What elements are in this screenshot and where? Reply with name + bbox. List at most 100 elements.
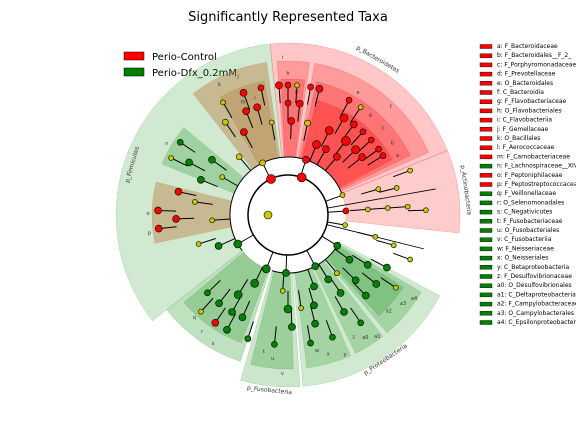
tree-node [362, 291, 370, 300]
clade-letter-label: a2 [386, 308, 392, 314]
tree-node [404, 203, 411, 210]
clade-letter-label: z [352, 335, 355, 341]
clade-letter-label: o [146, 211, 149, 217]
tree-node [296, 172, 307, 183]
taxa-key-label: a2: F_Campylobacteraceae [497, 301, 576, 308]
taxa-key-label: u: O_Fusobacteriales [497, 227, 559, 234]
tree-node [336, 289, 345, 297]
clade-letter-label: u [271, 356, 274, 362]
tree-node [204, 289, 211, 297]
tree-node [279, 288, 286, 294]
tree-node [275, 81, 283, 90]
tree-branch [271, 122, 276, 141]
tree-node [393, 185, 400, 191]
taxa-key-swatch [479, 246, 493, 252]
clade-letter-label: q [193, 315, 196, 321]
tree-branch [198, 238, 216, 245]
tree-node [268, 119, 275, 126]
tree-node [294, 82, 300, 89]
tree-node [392, 284, 399, 291]
tree-node [192, 199, 198, 205]
taxa-key-swatch [479, 173, 493, 178]
tree-node [363, 261, 372, 269]
tree-node [339, 192, 346, 198]
tree-node [342, 207, 350, 215]
tree-node [238, 313, 247, 322]
tree-node [261, 264, 271, 274]
taxa-key-label: a4: C_Epsilonproteobacteria [497, 319, 576, 326]
taxa-key-swatch [479, 117, 493, 123]
tree-node [174, 187, 183, 196]
chart-title: Significantly Represented Taxa [188, 10, 388, 25]
tree-node [284, 81, 292, 89]
taxa-key-label: z: F_Desulfovibrionaceae [497, 273, 572, 280]
tree-node [350, 120, 358, 129]
tree-branch [221, 176, 239, 187]
clade-letter-label: a [396, 153, 399, 159]
clade-letter-label: n [165, 141, 168, 147]
phylum-arc [281, 156, 343, 194]
clade-letter-label: j [236, 74, 238, 80]
tree-branch [295, 85, 298, 104]
tree-branch [376, 239, 394, 246]
taxa-key-swatch [479, 127, 493, 132]
taxa-key-swatch [479, 237, 493, 242]
taxa-key-swatch [479, 209, 493, 215]
tree-node [311, 319, 319, 328]
phylum-label: p_Actinobacteria [459, 165, 473, 216]
taxa-key-swatch [479, 219, 493, 224]
taxa-key-swatch [479, 200, 493, 206]
taxa-key-label: f: C_Bacteroidia [497, 89, 544, 96]
taxa-key-label: n: F_Lachnospiraceae__XIV [497, 163, 576, 170]
taxa-key-label: e: O_Bacteroidales [497, 80, 553, 87]
tree-node [339, 113, 349, 123]
tree-branch [393, 252, 411, 260]
taxa-key-label: d: F_Prevotellaceae [497, 71, 556, 78]
tree-branch [327, 221, 346, 226]
tree-node [198, 308, 204, 315]
tree-node [266, 174, 276, 184]
tree-node [351, 145, 360, 155]
tree-node [242, 107, 250, 115]
clade-letter-label: g [295, 89, 298, 95]
tree-node [219, 174, 225, 180]
taxa-key-label: g: F_Flavobacteriaceae [497, 98, 567, 105]
legend-label-dfx: Perio-Dfx_0.2mM [152, 68, 237, 79]
clade-letter-label: r [201, 329, 204, 335]
taxa-key-label: o: F_Peptoniphilaceae [497, 172, 563, 179]
tree-node [168, 155, 174, 161]
taxa-key-swatch [479, 265, 493, 270]
tree-branch [379, 187, 397, 193]
tree-node [240, 128, 248, 136]
tree-branch [194, 201, 213, 205]
tree-node [250, 279, 259, 288]
tree-branch [407, 209, 426, 212]
tree-node [271, 340, 278, 348]
taxa-key-label: q: F_Veillonellaceae [497, 190, 556, 197]
tree-branch [349, 208, 368, 212]
tree-node [345, 96, 353, 104]
tree-node [357, 319, 364, 327]
taxa-key-swatch [479, 228, 493, 233]
clade-letter-label: s [212, 341, 215, 347]
tree-node [375, 186, 382, 192]
taxa-key-swatch [479, 274, 493, 279]
taxa-key-swatch [479, 108, 493, 114]
taxa-key-label: s: C_Negativicutes [497, 209, 552, 216]
tree-branch [212, 218, 231, 221]
tree-node [233, 290, 243, 300]
tree-branch [393, 170, 411, 178]
legend: Perio-Control Perio-Dfx_0.2mM [123, 51, 237, 79]
tree-node [372, 233, 379, 240]
tree-node [375, 145, 382, 153]
taxa-key-swatch [479, 283, 493, 288]
clade-letter-label: b [391, 141, 394, 147]
tree-branch [369, 207, 388, 210]
taxa-key-label: j: F_Gemellaceae [496, 126, 549, 133]
tree-branch [325, 194, 343, 202]
taxa-key-swatch [479, 53, 493, 58]
tree-branch [200, 297, 214, 312]
clade-letter-label: p [148, 230, 151, 236]
tree-node [233, 239, 243, 249]
taxa-key-legend: a: F_Bacteroidaceae b: F_Bacteroidales__F… [479, 43, 576, 326]
